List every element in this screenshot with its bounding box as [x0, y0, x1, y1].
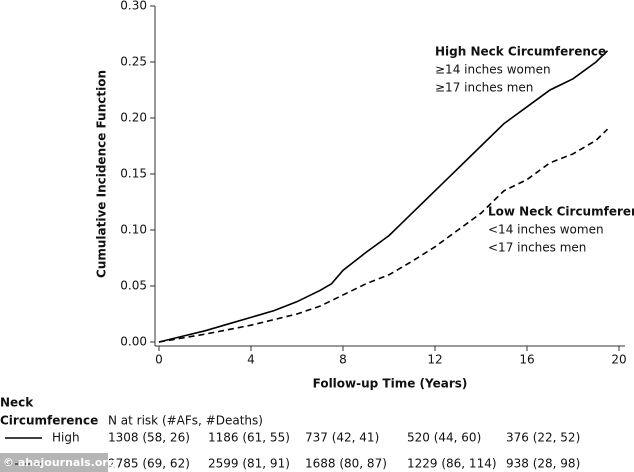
x-tick-label: 12 — [427, 353, 442, 367]
y-tick-label: 0.15 — [120, 167, 147, 181]
risk-cell: 1308 (58, 26) — [108, 431, 190, 445]
series-note: <14 inches women — [488, 223, 604, 237]
watermark: © ahajournals.org — [3, 456, 116, 469]
y-tick-label: 0.30 — [120, 0, 147, 13]
risk-cell: 737 (42, 41) — [305, 431, 379, 445]
y-tick-label: 0.20 — [120, 111, 147, 125]
series-line — [158, 50, 609, 343]
risk-cell: 938 (28, 98) — [506, 457, 580, 471]
risk-cell: 1186 (61, 55) — [208, 431, 290, 445]
series-note: ≥17 inches men — [435, 81, 533, 95]
x-axis-label: Follow-up Time (Years) — [313, 377, 468, 391]
risk-cell: 2785 (69, 62) — [108, 457, 190, 471]
series-line — [158, 128, 609, 343]
y-axis-label: Cumulative Incidence Function — [95, 70, 109, 278]
risk-cell: 376 (22, 52) — [506, 431, 580, 445]
y-tick-label: 0.10 — [120, 223, 147, 237]
risk-header: N at risk (#AFs, #Deaths) — [108, 414, 263, 428]
series-note: ≥14 inches women — [435, 63, 551, 77]
risk-row-label: High — [52, 431, 80, 445]
y-tick-label: 0.25 — [120, 55, 147, 69]
x-tick-label: 16 — [519, 353, 534, 367]
y-tick-label: 0.05 — [120, 279, 147, 293]
x-tick-label: 8 — [339, 353, 347, 367]
x-tick-label: 0 — [155, 353, 163, 367]
risk-group-title: Neck — [0, 396, 34, 410]
series-note: <17 inches men — [488, 241, 586, 255]
series-annotation: Low Neck Circumference — [488, 205, 634, 219]
x-tick-label: 20 — [611, 353, 626, 367]
risk-group-title: Circumference — [0, 414, 98, 428]
watermark-bg — [0, 453, 108, 472]
y-tick-label: 0.00 — [120, 335, 147, 349]
risk-cell: 520 (44, 60) — [407, 431, 481, 445]
risk-cell: 2599 (81, 91) — [208, 457, 290, 471]
x-tick-label: 4 — [247, 353, 255, 367]
series-annotation: High Neck Circumference — [435, 45, 606, 59]
risk-cell: 1688 (80, 87) — [305, 457, 387, 471]
risk-cell: 1229 (86, 114) — [407, 457, 497, 471]
